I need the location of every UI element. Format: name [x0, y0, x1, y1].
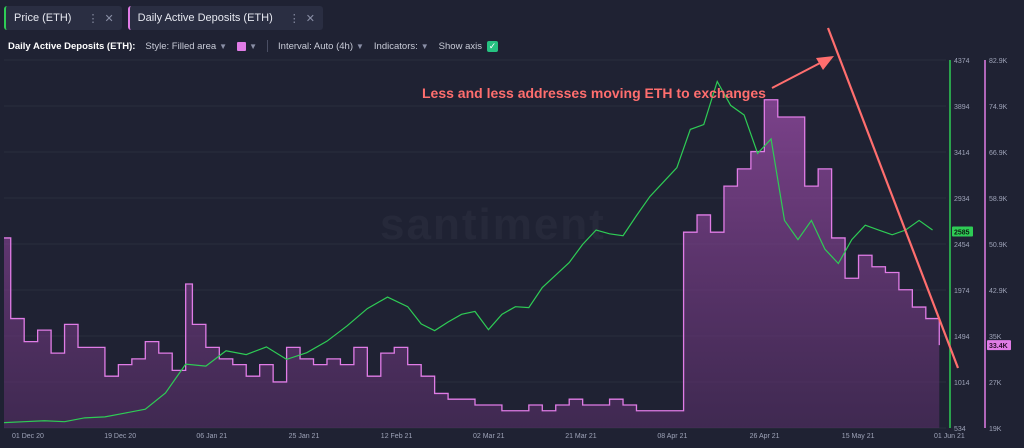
color-dropdown[interactable]: ▼: [237, 41, 258, 51]
deposits-tick-label: 58.9K: [989, 196, 1008, 203]
x-tick-label: 12 Feb 21: [381, 433, 413, 440]
chevron-down-icon: ▼: [249, 41, 258, 51]
toolbar-divider: [267, 40, 269, 52]
metric-tabs: Price (ETH) ⋮ ✕ Daily Active Deposits (E…: [4, 6, 323, 32]
tab-price-menu-icon[interactable]: ⋮: [87, 12, 99, 25]
price-tick-label: 1494: [954, 334, 970, 341]
deposits-line: [4, 99, 940, 412]
x-tick-label: 08 Apr 21: [657, 433, 687, 440]
tab-deposits-menu-icon[interactable]: ⋮: [288, 12, 300, 25]
x-tick-label: 21 Mar 21: [565, 433, 597, 440]
price-tick-label: 534: [954, 426, 966, 433]
deposits-current-badge: [987, 340, 1011, 351]
x-tick-label: 02 Mar 21: [473, 433, 505, 440]
deposits-tick-label: 82.9K: [989, 58, 1008, 65]
deposits-tick-label: 66.9K: [989, 150, 1008, 157]
deposits-tick-label: 74.9K: [989, 104, 1008, 111]
tab-deposits-close-icon[interactable]: ✕: [305, 12, 315, 25]
price-tick-label: 2934: [954, 196, 970, 203]
x-tick-label: 06 Jan 21: [196, 433, 227, 440]
price-tick-label: 3894: [954, 104, 970, 111]
trend-line: [826, 27, 960, 369]
show-axis-label: Show axis: [438, 40, 482, 52]
indicators-dropdown-label: Indicators:: [373, 40, 418, 52]
deposits-current-label: 33.4K: [989, 343, 1008, 350]
deposits-tick-label: 50.9K: [989, 242, 1008, 249]
price-tick-label: 1014: [954, 380, 970, 387]
price-tick-label: 1974: [954, 288, 970, 295]
price-current-badge: [952, 226, 973, 237]
price-tick-label: 3414: [954, 150, 970, 157]
deposits-tick-label: 19K: [989, 426, 1002, 433]
color-swatch: [237, 41, 247, 51]
indicators-dropdown[interactable]: Indicators: ▼: [374, 41, 429, 52]
deposits-area: [4, 99, 940, 428]
tab-price[interactable]: Price (ETH) ⋮ ✕: [4, 6, 122, 30]
tab-deposits-label: Daily Active Deposits (ETH): [137, 12, 273, 24]
deposits-tick-label: 42.9K: [989, 288, 1008, 295]
deposits-tick-label: 35K: [989, 334, 1002, 341]
x-tick-label: 01 Dec 20: [12, 433, 44, 440]
deposits-tick-label: 27K: [989, 380, 1002, 387]
style-dropdown-label: Style: Filled area: [145, 40, 217, 52]
annotation-arrow: [771, 61, 823, 89]
interval-dropdown[interactable]: Interval: Auto (4h) ▼: [278, 41, 364, 52]
style-dropdown[interactable]: Style: Filled area ▼: [145, 41, 227, 52]
chevron-down-icon: ▼: [420, 41, 429, 51]
x-tick-label: 15 May 21: [842, 433, 875, 440]
chevron-down-icon: ▼: [356, 41, 364, 51]
x-tick-label: 26 Apr 21: [750, 433, 780, 440]
price-line: [3, 79, 933, 424]
chevron-down-icon: ▼: [219, 41, 228, 51]
arrowhead-icon: [816, 56, 834, 70]
checkmark-icon[interactable]: ✓: [486, 40, 498, 52]
interval-dropdown-label: Interval: Auto (4h): [278, 40, 353, 52]
price-tick-label: 2454: [954, 242, 970, 249]
x-tick-label: 25 Jan 21: [289, 433, 320, 440]
tab-price-close-icon[interactable]: ✕: [104, 12, 114, 25]
metric-toolbar: Daily Active Deposits (ETH): Style: Fill…: [8, 38, 508, 54]
tab-price-label: Price (ETH): [14, 12, 72, 24]
tab-deposits[interactable]: Daily Active Deposits (ETH) ⋮ ✕: [127, 6, 323, 30]
price-current-label: 2585: [954, 229, 970, 236]
toolbar-metric-label: Daily Active Deposits (ETH):: [8, 40, 136, 52]
x-tick-label: 01 Jun 21: [934, 433, 965, 440]
annotation-text: Less and less addresses moving ETH to ex…: [422, 85, 766, 101]
price-tick-label: 4374: [954, 58, 970, 65]
show-axis-toggle[interactable]: Show axis ✓: [438, 40, 498, 52]
x-tick-label: 19 Dec 20: [104, 433, 136, 440]
